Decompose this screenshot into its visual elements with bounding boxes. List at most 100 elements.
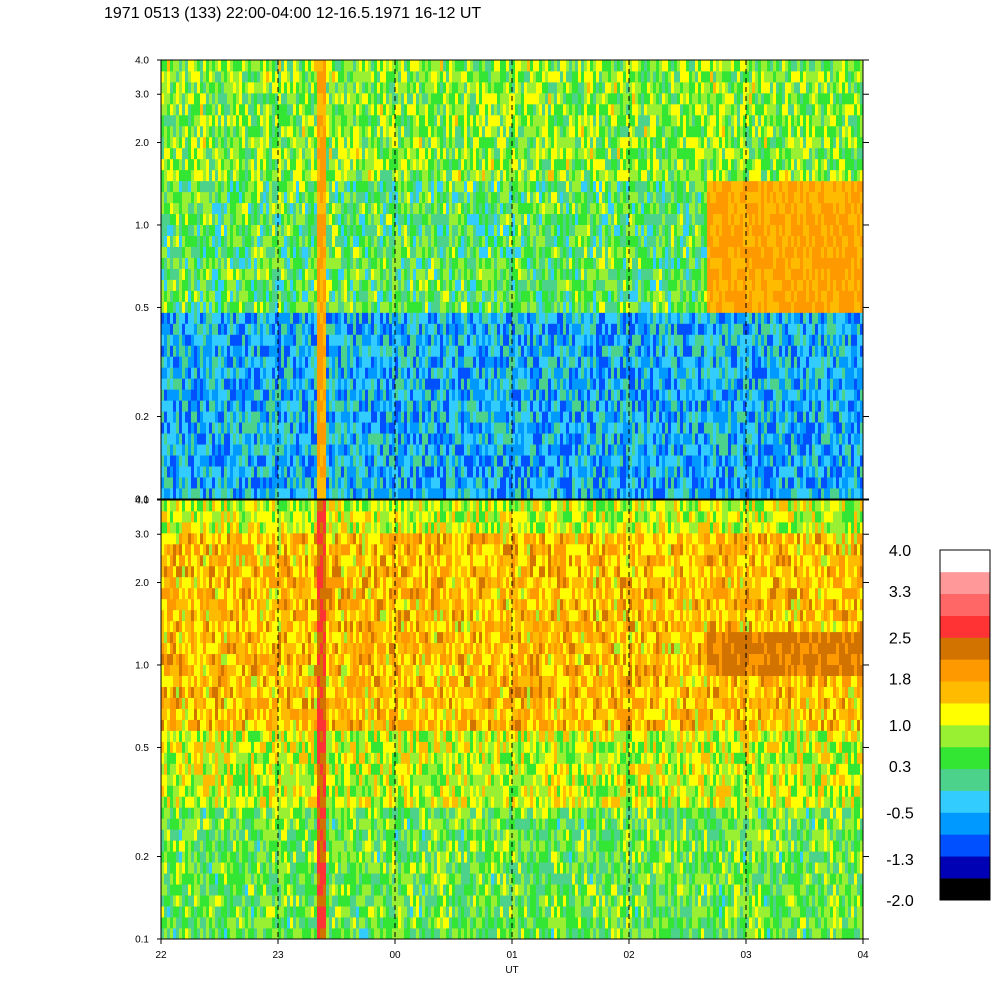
heatmap-cell bbox=[467, 224, 471, 237]
heatmap-cell bbox=[479, 191, 483, 204]
heatmap-cell bbox=[287, 103, 291, 116]
heatmap-cell bbox=[434, 334, 438, 346]
heatmap-cell bbox=[275, 70, 279, 83]
heatmap-cell bbox=[476, 312, 480, 324]
heatmap-cell bbox=[182, 433, 186, 445]
heatmap-cell bbox=[437, 202, 441, 215]
heatmap-cell bbox=[161, 125, 165, 138]
heatmap-cell bbox=[329, 103, 333, 116]
heatmap-cell bbox=[449, 202, 453, 215]
heatmap-cell bbox=[185, 334, 189, 346]
heatmap-cell bbox=[407, 136, 411, 149]
heatmap-cell bbox=[170, 411, 174, 423]
heatmap-cell bbox=[428, 334, 432, 346]
heatmap-cell bbox=[173, 92, 177, 105]
heatmap-cell bbox=[524, 433, 528, 445]
heatmap-cell bbox=[206, 477, 210, 489]
heatmap-cell bbox=[419, 60, 423, 72]
heatmap-cell bbox=[260, 488, 264, 499]
heatmap-cell bbox=[506, 191, 510, 204]
heatmap-cell bbox=[239, 60, 243, 72]
heatmap-cell bbox=[164, 477, 168, 489]
heatmap-cell bbox=[287, 224, 291, 237]
heatmap-cell bbox=[251, 125, 255, 138]
heatmap-cell bbox=[290, 114, 294, 127]
heatmap-cell bbox=[320, 367, 324, 379]
heatmap-cell bbox=[476, 70, 480, 83]
heatmap-cell bbox=[218, 202, 222, 215]
heatmap-cell bbox=[419, 466, 423, 478]
heatmap-cell bbox=[353, 191, 357, 204]
heatmap-cell bbox=[422, 444, 426, 456]
heatmap-cell bbox=[314, 466, 318, 478]
heatmap-cell bbox=[353, 180, 357, 193]
heatmap-cell bbox=[482, 103, 486, 116]
heatmap-cell bbox=[341, 81, 345, 94]
heatmap-cell bbox=[350, 301, 354, 313]
heatmap-cell bbox=[245, 433, 249, 445]
heatmap-cell bbox=[296, 455, 300, 467]
heatmap-cell bbox=[407, 301, 411, 313]
heatmap-cell bbox=[206, 455, 210, 467]
heatmap-cell bbox=[338, 235, 342, 247]
heatmap-cell bbox=[329, 235, 333, 247]
heatmap-cell bbox=[269, 455, 273, 467]
heatmap-cell bbox=[353, 103, 357, 116]
heatmap-cell bbox=[341, 411, 345, 423]
heatmap-cell bbox=[266, 378, 270, 390]
heatmap-cell bbox=[347, 477, 351, 489]
heatmap-cell bbox=[194, 60, 198, 72]
heatmap-cell bbox=[167, 367, 171, 379]
heatmap-cell bbox=[224, 411, 228, 423]
heatmap-cell bbox=[356, 290, 360, 302]
heatmap-cell bbox=[293, 411, 297, 423]
heatmap-cell bbox=[470, 400, 474, 412]
heatmap-cell bbox=[329, 345, 333, 357]
heatmap-cell bbox=[362, 158, 366, 171]
heatmap-cell bbox=[392, 180, 396, 193]
heatmap-cell bbox=[299, 103, 303, 116]
heatmap-cell bbox=[467, 92, 471, 105]
heatmap-cell bbox=[212, 345, 216, 357]
heatmap-cell bbox=[188, 70, 192, 83]
heatmap-cell bbox=[353, 488, 357, 499]
heatmap-cell bbox=[173, 477, 177, 489]
heatmap-cell bbox=[173, 125, 177, 138]
heatmap-cell bbox=[452, 136, 456, 149]
heatmap-cell bbox=[476, 367, 480, 379]
heatmap-cell bbox=[254, 158, 258, 171]
heatmap-cell bbox=[434, 301, 438, 313]
heatmap-cell bbox=[392, 389, 396, 401]
heatmap-cell bbox=[305, 147, 309, 160]
heatmap-cell bbox=[317, 70, 321, 83]
heatmap-cell bbox=[326, 125, 330, 138]
heatmap-cell bbox=[176, 180, 180, 193]
heatmap-cell bbox=[455, 246, 459, 258]
heatmap-cell bbox=[515, 147, 519, 160]
heatmap-cell bbox=[323, 103, 327, 116]
heatmap-cell bbox=[461, 422, 465, 434]
heatmap-cell bbox=[296, 312, 300, 324]
heatmap-cell bbox=[527, 191, 531, 204]
heatmap-cell bbox=[176, 411, 180, 423]
heatmap-cell bbox=[161, 444, 165, 456]
heatmap-cell bbox=[215, 180, 219, 193]
heatmap-cell bbox=[500, 290, 504, 302]
heatmap-cell bbox=[527, 477, 531, 489]
heatmap-cell bbox=[236, 246, 240, 258]
heatmap-cell bbox=[239, 213, 243, 226]
heatmap-cell bbox=[200, 103, 204, 116]
heatmap-cell bbox=[518, 70, 522, 83]
heatmap-cell bbox=[218, 323, 222, 335]
heatmap-cell bbox=[431, 268, 435, 280]
heatmap-cell bbox=[377, 367, 381, 379]
heatmap-cell bbox=[326, 334, 330, 346]
heatmap-cell bbox=[188, 202, 192, 215]
heatmap-cell bbox=[308, 60, 312, 72]
heatmap-cell bbox=[362, 268, 366, 280]
heatmap-cell bbox=[368, 191, 372, 204]
heatmap-cell bbox=[317, 114, 321, 127]
heatmap-cell bbox=[197, 323, 201, 335]
heatmap-cell bbox=[404, 180, 408, 193]
heatmap-cell bbox=[374, 224, 378, 237]
